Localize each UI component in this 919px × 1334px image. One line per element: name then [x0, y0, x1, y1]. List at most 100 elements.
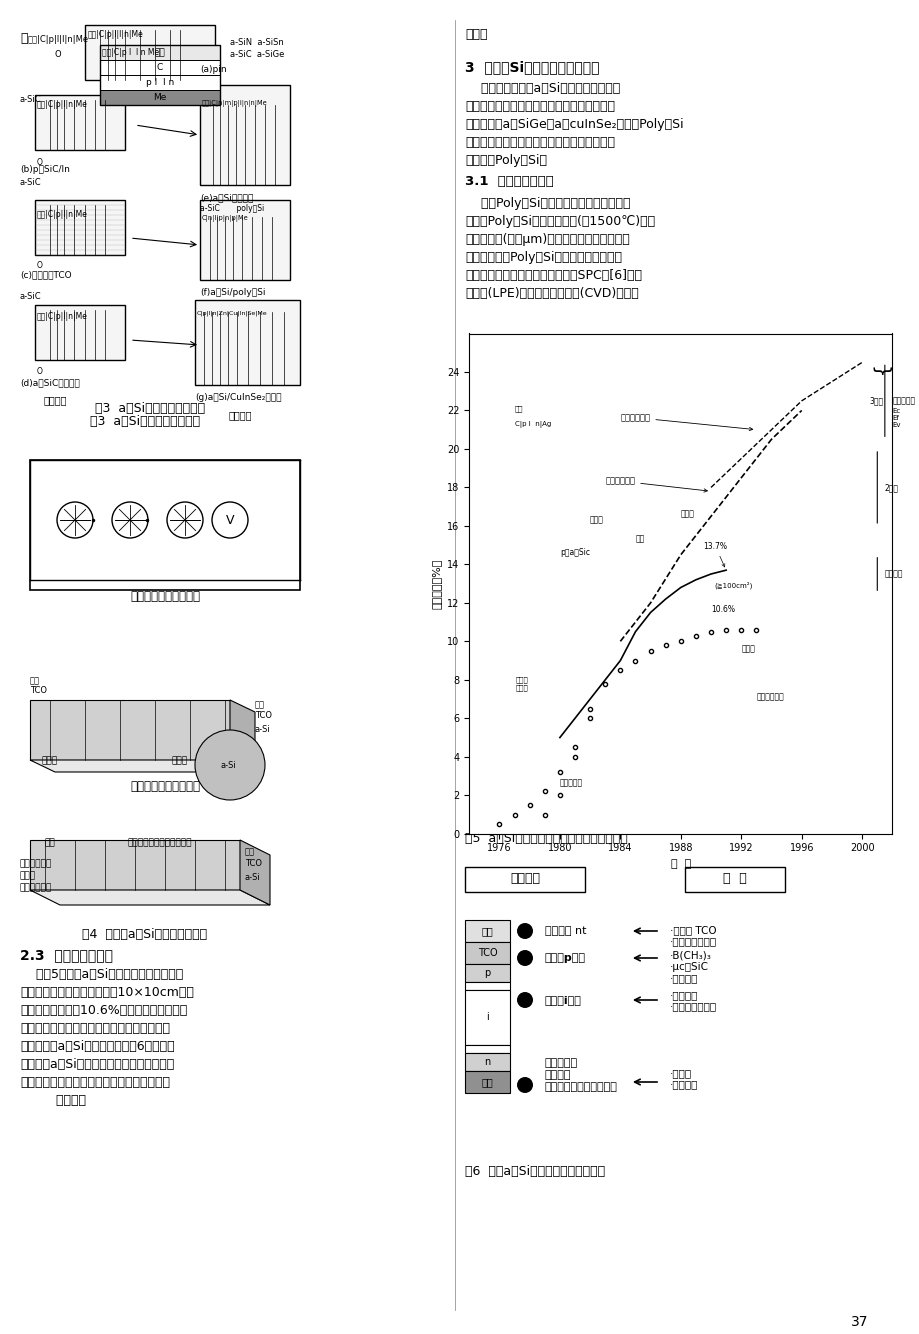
Text: 集成型太阳能电池组件: 集成型太阳能电池组件: [130, 780, 199, 792]
Text: (e)a－Si多能带膜: (e)a－Si多能带膜: [199, 193, 253, 201]
Text: (g)a－Si/CuInSe₂四极头: (g)a－Si/CuInSe₂四极头: [195, 394, 281, 402]
Text: 成组件，已获得了10.6%的总面积转换效率。: 成组件，已获得了10.6%的总面积转换效率。: [20, 1005, 187, 1017]
Text: 普通型太阳能电池组件: 普通型太阳能电池组件: [130, 590, 199, 603]
Text: 光学限制结构: 光学限制结构: [619, 414, 752, 431]
Text: 注。现已开发一些新的制备方法：SPC法[6]、液: 注。现已开发一些新的制备方法：SPC法[6]、液: [464, 269, 641, 281]
Text: 大面积: 大面积: [680, 510, 694, 519]
Bar: [30, 460, 300, 590]
Text: C|n|l|p|n|p|Me: C|n|l|p|n|p|Me: [202, 215, 248, 221]
Text: 图4  集成型a－Si太阳能电池组件: 图4 集成型a－Si太阳能电池组件: [83, 928, 208, 940]
Text: 多能带电池: 多能带电池: [891, 396, 914, 406]
Text: (d)a－SiC梯度膜层: (d)a－SiC梯度膜层: [20, 378, 80, 387]
Text: 效率，必须应用能够利用长波光的高质量窄能: 效率，必须应用能够利用长波光的高质量窄能: [464, 100, 614, 113]
Text: ·氢稀释
·减少杂质: ·氢稀释 ·减少杂质: [669, 1069, 698, 1090]
Polygon shape: [30, 840, 240, 890]
Text: 3个结: 3个结: [868, 396, 883, 406]
Bar: [85, 25, 215, 80]
Text: a-Si: a-Si: [220, 760, 235, 770]
Text: 图3  a－Si太阳能电池的结构: 图3 a－Si太阳能电池的结构: [95, 402, 205, 415]
Text: i: i: [485, 1013, 488, 1022]
Text: TCO: TCO: [244, 859, 262, 868]
Text: 作已集中于a－Si太阳能电池。图6概括地总: 作已集中于a－Si太阳能电池。图6概括地总: [20, 1041, 175, 1053]
Bar: [464, 964, 509, 982]
Text: 图5  a－Si太阳能电池的实际和设计转换效率: 图5 a－Si太阳能电池的实际和设计转换效率: [464, 832, 627, 844]
Text: 玻璃|C|p l  l n Me: 玻璃|C|p l l n Me: [102, 48, 159, 57]
Text: p－a－Sic: p－a－Sic: [560, 548, 589, 556]
Text: 玻璃|C|p|l|n|Me: 玻璃|C|p|l|n|Me: [37, 100, 88, 109]
Text: 玻璃: 玻璃: [45, 838, 55, 847]
Polygon shape: [30, 760, 255, 772]
Text: 2.3  转换效率的进展: 2.3 转换效率的进展: [20, 948, 113, 962]
Text: (b)p－SiC/In: (b)p－SiC/In: [20, 165, 70, 173]
Text: }: }: [868, 366, 888, 379]
Text: 玻璃|C|n|m|p|i|n|n|Me: 玻璃|C|n|m|p|i|n|n|Me: [202, 100, 267, 107]
Text: TCO: TCO: [477, 948, 497, 958]
Bar: [464, 920, 509, 942]
Text: 3.1  制备方法的进展: 3.1 制备方法的进展: [464, 175, 553, 188]
Text: a-SiN  a-SiSn: a-SiN a-SiSn: [230, 37, 283, 47]
Y-axis label: 转换效率（%）: 转换效率（%）: [431, 559, 441, 608]
Text: 玻璃|C|p|l|l|n|Me: 玻璃|C|p|l|l|n|Me: [28, 35, 89, 44]
Bar: [35, 95, 125, 149]
Text: 电池: 电池: [635, 535, 644, 543]
Bar: [100, 45, 220, 60]
Text: 通过孔穴接触的集成型结构: 通过孔穴接触的集成型结构: [128, 838, 192, 847]
Bar: [199, 85, 289, 185]
Polygon shape: [30, 700, 230, 760]
Text: 在这方面是最有前途的材料。这里，我们集中: 在这方面是最有前途的材料。这里，我们集中: [464, 136, 614, 149]
Text: 相外延(LPE)法、化学气相沉积(CVD)法等。: 相外延(LPE)法、化学气相沉积(CVD)法等。: [464, 287, 638, 300]
Text: 激光器: 激光器: [741, 644, 754, 652]
Text: 高质量窄能
带隙材料
（多能带隙太阳能电池）: 高质量窄能 带隙材料 （多能带隙太阳能电池）: [544, 1058, 618, 1091]
Polygon shape: [230, 700, 255, 772]
Text: ·有网纹 TCO
·近电极处高反射: ·有网纹 TCO ·近电极处高反射: [669, 924, 716, 947]
Text: ＜多结＞: ＜多结＞: [228, 410, 252, 420]
Text: TCO: TCO: [255, 711, 272, 719]
Text: p l  l n: p l l n: [146, 77, 174, 87]
Text: 玻璃: 玻璃: [255, 700, 265, 710]
Bar: [100, 45, 220, 105]
Bar: [464, 1045, 509, 1053]
Text: 关键技术: 关键技术: [509, 872, 539, 886]
Bar: [100, 75, 220, 89]
FancyBboxPatch shape: [685, 867, 784, 892]
Circle shape: [112, 502, 148, 538]
Text: 2个结: 2个结: [884, 483, 898, 492]
FancyBboxPatch shape: [464, 867, 584, 892]
Text: (c)有网纹的TCO: (c)有网纹的TCO: [20, 269, 72, 279]
Text: a-SiC       poly－Si: a-SiC poly－Si: [199, 204, 264, 213]
Text: 技术以有效地应用入射光和减少电功率损失为: 技术以有效地应用入射光和减少电功率损失为: [20, 1077, 170, 1089]
Text: 玻璃: 玻璃: [244, 847, 255, 856]
Bar: [464, 942, 509, 964]
Text: 第二个反电极: 第二个反电极: [20, 883, 52, 892]
Text: C|p l  n|Ag: C|p l n|Ag: [514, 420, 550, 428]
Bar: [464, 982, 509, 990]
Text: 高质量i膜层: 高质量i膜层: [544, 995, 581, 1005]
Text: 介绍薄膜Poly－Si。: 介绍薄膜Poly－Si。: [464, 153, 547, 167]
Bar: [35, 305, 125, 360]
Text: 玻璃|C|p|l|l|n|Me: 玻璃|C|p|l|l|n|Me: [88, 29, 143, 39]
Bar: [35, 200, 125, 255]
Bar: [195, 300, 300, 386]
Polygon shape: [30, 890, 269, 904]
Text: 连续的
分离室: 连续的 分离室: [516, 676, 528, 691]
Text: ·减少杂质
·原子团的最佳化: ·减少杂质 ·原子团的最佳化: [669, 990, 716, 1011]
Text: C: C: [157, 63, 163, 72]
Text: 但通常Poly－Si要求高温工艺(～1500℃)，并: 但通常Poly－Si要求高温工艺(～1500℃)，并: [464, 215, 654, 228]
Text: 玻璃|C|p|l|n|Me: 玻璃|C|p|l|n|Me: [37, 312, 88, 321]
Text: 方  法: 方 法: [722, 872, 746, 886]
Text: O: O: [37, 367, 43, 376]
Text: O: O: [37, 157, 43, 167]
Circle shape: [195, 730, 265, 800]
Text: 为了进一步提高a－Si太阳能电池的转换: 为了进一步提高a－Si太阳能电池的转换: [464, 81, 619, 95]
Text: 玻璃: 玻璃: [154, 48, 165, 57]
Text: 反电极: 反电极: [42, 756, 58, 764]
Text: Me: Me: [153, 93, 166, 101]
Text: a-SiC  a-SiGe: a-SiC a-SiGe: [230, 49, 284, 59]
Text: 高质量p膜层: 高质量p膜层: [544, 952, 585, 963]
Text: O: O: [55, 49, 62, 59]
Text: Ec
Ef
Ev: Ec Ef Ev: [891, 400, 900, 428]
Text: n: n: [483, 1057, 490, 1067]
Text: 基础。: 基础。: [464, 28, 487, 41]
Circle shape: [211, 502, 248, 538]
Text: a-SiC: a-SiC: [20, 95, 41, 104]
